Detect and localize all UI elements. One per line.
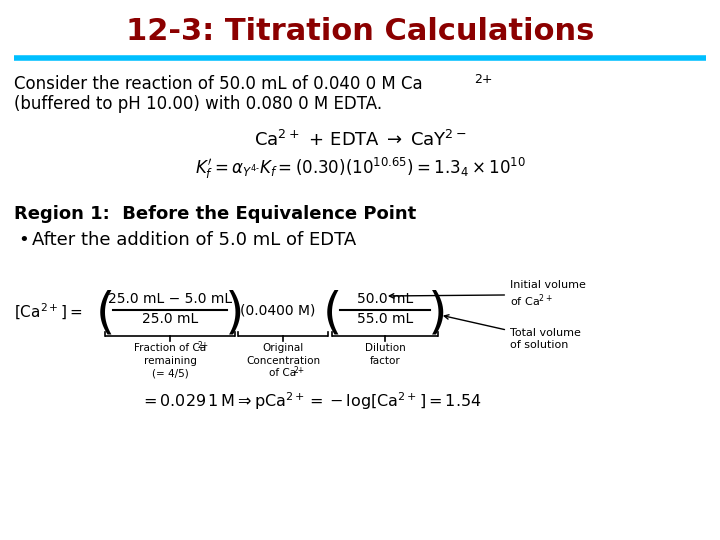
Text: 2+: 2+ [198, 341, 209, 350]
Text: ): ) [428, 290, 448, 338]
Text: (= 4/5): (= 4/5) [152, 368, 189, 378]
Text: 2+: 2+ [294, 366, 305, 375]
Text: factor: factor [369, 356, 400, 366]
Text: 12-3: Titration Calculations: 12-3: Titration Calculations [126, 17, 594, 46]
Text: $[\mathrm{Ca}^{2+}] =$: $[\mathrm{Ca}^{2+}] =$ [14, 302, 83, 322]
Text: $\mathrm{Ca}^{2+}\,+\,\mathrm{EDTA}\;\rightarrow\;\mathrm{CaY}^{2-}$: $\mathrm{Ca}^{2+}\,+\,\mathrm{EDTA}\;\ri… [253, 130, 467, 150]
Text: Dilution: Dilution [364, 343, 405, 353]
Text: 25.0 mL: 25.0 mL [142, 312, 198, 326]
Text: Region 1:  Before the Equivalence Point: Region 1: Before the Equivalence Point [14, 205, 416, 223]
Text: 50.0 mL: 50.0 mL [357, 292, 413, 306]
Text: After the addition of 5.0 mL of EDTA: After the addition of 5.0 mL of EDTA [32, 231, 356, 249]
Text: Total volume
of solution: Total volume of solution [444, 315, 581, 349]
Text: Concentration: Concentration [246, 356, 320, 366]
Text: •: • [18, 231, 29, 249]
Text: (: ( [323, 290, 342, 338]
Text: remaining: remaining [143, 356, 197, 366]
Text: Original: Original [262, 343, 304, 353]
Text: (buffered to pH 10.00) with 0.080 0 M EDTA.: (buffered to pH 10.00) with 0.080 0 M ED… [14, 95, 382, 113]
Text: $= 0.029\,1\,\mathrm{M} \Rightarrow \mathrm{pCa}^{2+} = -\log[\mathrm{Ca}^{2+}] : $= 0.029\,1\,\mathrm{M} \Rightarrow \mat… [140, 390, 482, 411]
Text: $K_f' = \alpha_{Y^{4\text{-}}}K_f = (0.30)(10^{10.65}) = 1.3_4 \times 10^{10}$: $K_f' = \alpha_{Y^{4\text{-}}}K_f = (0.3… [194, 156, 526, 181]
Text: 25.0 mL − 5.0 mL: 25.0 mL − 5.0 mL [108, 292, 232, 306]
Text: (: ( [95, 290, 114, 338]
Text: Fraction of Ca: Fraction of Ca [134, 343, 206, 353]
Text: of Ca: of Ca [269, 368, 297, 378]
Text: 55.0 mL: 55.0 mL [357, 312, 413, 326]
Text: ): ) [225, 290, 245, 338]
Text: (0.0400 M): (0.0400 M) [240, 304, 315, 318]
Text: Consider the reaction of 50.0 mL of 0.040 0 M Ca: Consider the reaction of 50.0 mL of 0.04… [14, 75, 423, 93]
Text: Initial volume
of Ca$^{2+}$: Initial volume of Ca$^{2+}$ [390, 280, 586, 309]
Text: 2+: 2+ [474, 73, 492, 86]
